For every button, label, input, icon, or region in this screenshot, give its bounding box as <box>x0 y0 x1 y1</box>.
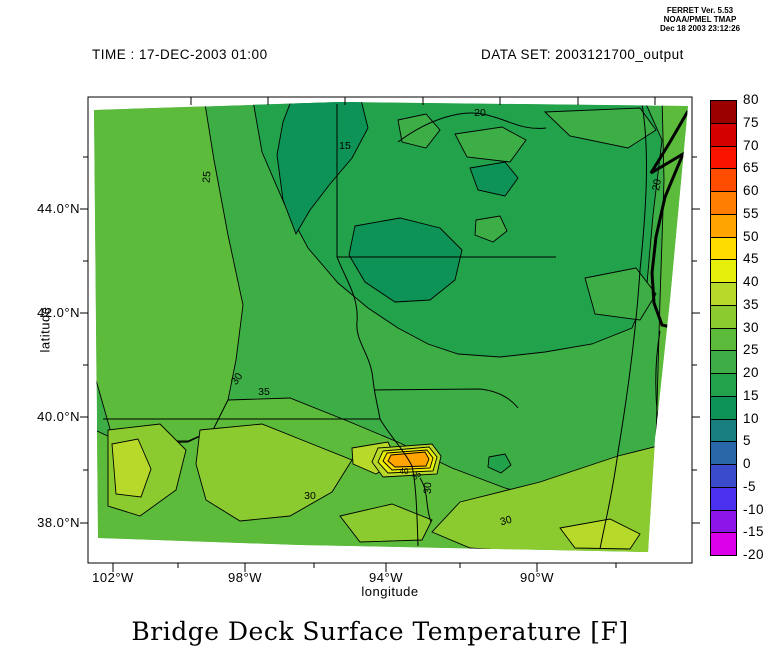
contour-label-20: 20 <box>474 107 486 119</box>
region-hole <box>543 107 657 149</box>
colorbar-tick-label: 50 <box>743 228 760 244</box>
plot-title: Bridge Deck Surface Temperature [F] <box>131 617 629 646</box>
colorbar-cell-45-50 <box>710 236 737 261</box>
lat-tick-label: 42.0°N <box>37 305 80 320</box>
lon-tick-label: 98°W <box>228 570 262 585</box>
contour-label-30: 30 <box>498 513 514 529</box>
colorbar-cell--5-0 <box>710 464 737 488</box>
credit-line-org: NOAA/PMEL TMAP <box>663 15 737 24</box>
x-axis-title: longitude <box>361 584 419 599</box>
thick-border-line <box>649 110 688 334</box>
region-hole <box>397 113 441 149</box>
colorbar-tick-label: 45 <box>743 251 760 267</box>
colorbar-cell-50-55 <box>710 213 737 238</box>
lon-tick-label: 94°W <box>369 570 403 585</box>
region-warm <box>339 503 433 543</box>
region-warmer <box>559 518 641 550</box>
contour-label-40: 40 <box>399 467 409 476</box>
colorbar-tick-label: 35 <box>743 296 760 312</box>
credit-line-version: FERRET Ver. 5.53 <box>666 6 734 15</box>
plot-frame <box>87 96 693 564</box>
colorbar-cell--10--5 <box>710 486 737 511</box>
region-cold-dot <box>487 453 512 474</box>
colorbar-tick-label: 0 <box>743 456 752 471</box>
contour-label-35: 35 <box>258 386 270 398</box>
colorbar-cell-5-10 <box>710 418 737 443</box>
colorbar-cell--15--10 <box>710 509 737 534</box>
region-cold <box>251 102 663 358</box>
colorbar-cell-40-45 <box>710 259 737 283</box>
colorbar-tick-label: 40 <box>743 274 760 289</box>
contour-label-20: 20 <box>650 178 664 192</box>
colorbar-cell-25-30 <box>710 327 737 352</box>
ferret-credit: FERRET Ver. 5.53 NOAA/PMEL TMAP Dec 18 2… <box>630 6 768 33</box>
colorbar-cell-30-35 <box>710 304 737 329</box>
region-warmer <box>111 438 152 498</box>
region-hole <box>454 126 527 163</box>
credit-line-date: Dec 18 2003 23:12:26 <box>659 24 741 33</box>
colorbar-tick-label: 25 <box>743 342 760 358</box>
region-coldest <box>348 217 463 303</box>
colorbar-cell--20--15 <box>710 532 737 556</box>
colorbar-cell-70-75 <box>710 122 737 147</box>
lon-tick-label: 102°W <box>92 570 134 585</box>
colorbar-tick-label: 60 <box>743 183 760 198</box>
lon-tick-label: 90°W <box>520 570 554 585</box>
dataset-label: DATA SET: 2003121700_output <box>481 47 684 62</box>
colorbar-tick-label: 5 <box>743 433 752 449</box>
colorbar-tick-label: 15 <box>743 387 760 403</box>
colorbar-cell-65-70 <box>710 145 737 170</box>
contour-label-25: 25 <box>200 170 214 184</box>
colorbar-tick-label: -10 <box>743 501 765 517</box>
colorbar-cell-75-80 <box>710 100 737 124</box>
colorbar-tick-label: 80 <box>743 92 760 107</box>
region-coldest <box>469 161 519 197</box>
time-label: TIME : 17-DEC-2003 01:00 <box>92 47 268 62</box>
contour-label-30: 30 <box>421 481 435 495</box>
colorbar-tick-label: 20 <box>743 365 760 380</box>
region-coldest <box>276 102 369 236</box>
axis-ticks <box>80 97 700 572</box>
colorbar-tick-label: 65 <box>743 160 760 176</box>
colorbar-tick-label: 55 <box>743 205 760 221</box>
colorbar-tick-label: 70 <box>743 137 760 153</box>
colorbar-cell-35-40 <box>710 282 737 306</box>
lat-tick-label: 44.0°N <box>37 201 80 216</box>
colorbar-tick-label: 10 <box>743 410 760 426</box>
colorbar-cell-60-65 <box>710 168 737 192</box>
contour-label-15: 15 <box>339 140 351 152</box>
colorbar-cell-10-15 <box>710 395 737 420</box>
colorbar-cell-20-25 <box>710 350 737 374</box>
lat-tick-label: 40.0°N <box>37 409 80 424</box>
region-warm <box>195 423 353 522</box>
colorbar-tick-label: 75 <box>743 114 760 130</box>
colorbar-tick-label: -20 <box>743 547 765 562</box>
colorbar-tick-label: -5 <box>743 478 757 494</box>
colorbar-tick-label: 30 <box>743 319 760 335</box>
colorbar-tick-label: -15 <box>743 524 765 540</box>
contour-label-30: 30 <box>304 490 316 502</box>
colorbar-cell-55-60 <box>710 191 737 215</box>
colorbar-cell-15-20 <box>710 373 737 397</box>
lat-tick-label: 38.0°N <box>37 515 80 530</box>
map-fill-regions <box>94 102 688 552</box>
colorbar-cell-0-5 <box>710 441 737 465</box>
region-hole <box>584 267 657 321</box>
region-hole <box>474 215 508 243</box>
state-boundaries <box>103 104 556 547</box>
